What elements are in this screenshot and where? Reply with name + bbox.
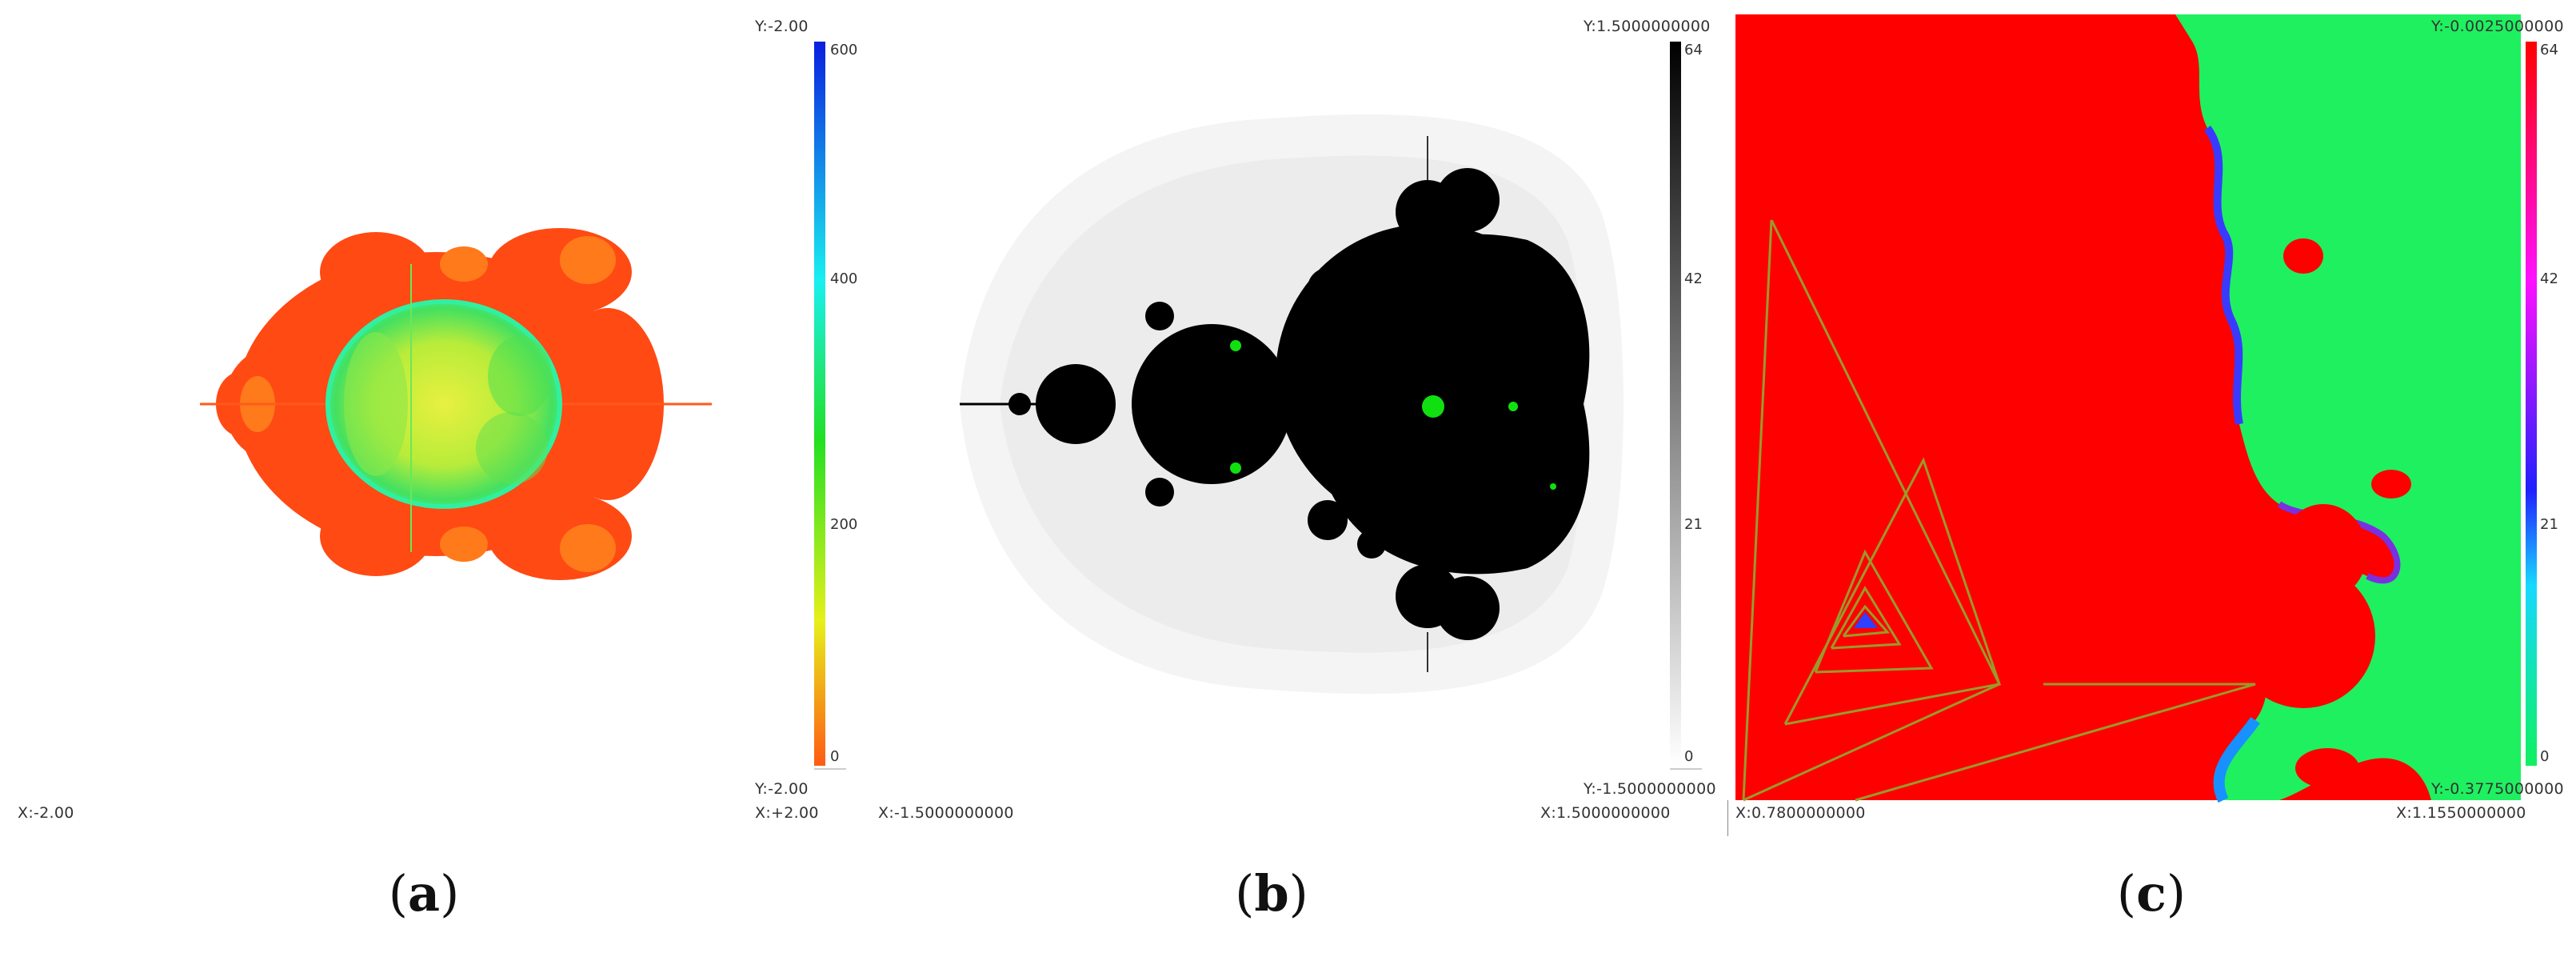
colorbar-tick: 21 [1684,516,1703,533]
y-top-label: Y:-0.0025000000 [2431,18,2564,35]
x-right-label: X:1.5000000000 [1540,804,1671,822]
x-left-label: X:0.7800000000 [1735,804,1866,822]
orbit-heatmap-c [1727,14,2521,836]
panel-c: Y:-0.0025000000 64 42 21 0 Y:-0.37750000… [1727,0,2576,965]
x-right-label: X:1.1550000000 [2396,804,2526,822]
colorbar-tick: 0 [1684,748,1694,765]
colorbar-tick: 400 [830,270,858,287]
y-bottom-label: Y:-0.3775000000 [2431,780,2564,798]
y-top-label: Y:-2.00 [755,18,809,35]
caption-b: (b) [1235,864,1308,923]
mandelbrot-heatmap-b [960,114,1623,695]
caption-a: (a) [388,864,460,923]
colorbar-tick: 42 [2540,270,2558,287]
panel-a: Y:-2.00 600 400 200 0 Y:-2.00 X:-2.00 X:… [0,0,864,965]
colorbar-tick: 42 [1684,270,1703,287]
colorbar-tick: 600 [830,42,858,58]
y-bottom-label: Y:-1.5000000000 [1584,780,1716,798]
colorbar [1670,42,1681,766]
colorbar-tick: 200 [830,516,858,533]
colorbar-baseline [1670,768,1702,770]
colorbar [2526,42,2537,766]
x-left-label: X:-1.5000000000 [878,804,1014,822]
colorbar-baseline [814,768,846,770]
colorbar-tick: 0 [830,748,840,765]
colorbar-tick: 21 [2540,516,2558,533]
colorbar [814,42,825,766]
x-left-label: X:-2.00 [18,804,74,822]
y-top-label: Y:1.5000000000 [1584,18,1711,35]
colorbar-tick: 64 [2540,42,2558,58]
colorbar-tick: 0 [2540,748,2550,765]
colorbar-tick: 64 [1684,42,1703,58]
y-bottom-label: Y:-2.00 [755,780,809,798]
caption-c: (c) [2116,864,2187,923]
x-right-label: X:+2.00 [755,804,819,822]
panel-b: Y:1.5000000000 64 42 21 0 Y:-1.500000000… [864,0,1727,965]
mandelbrot-heatmap-a [200,228,712,580]
